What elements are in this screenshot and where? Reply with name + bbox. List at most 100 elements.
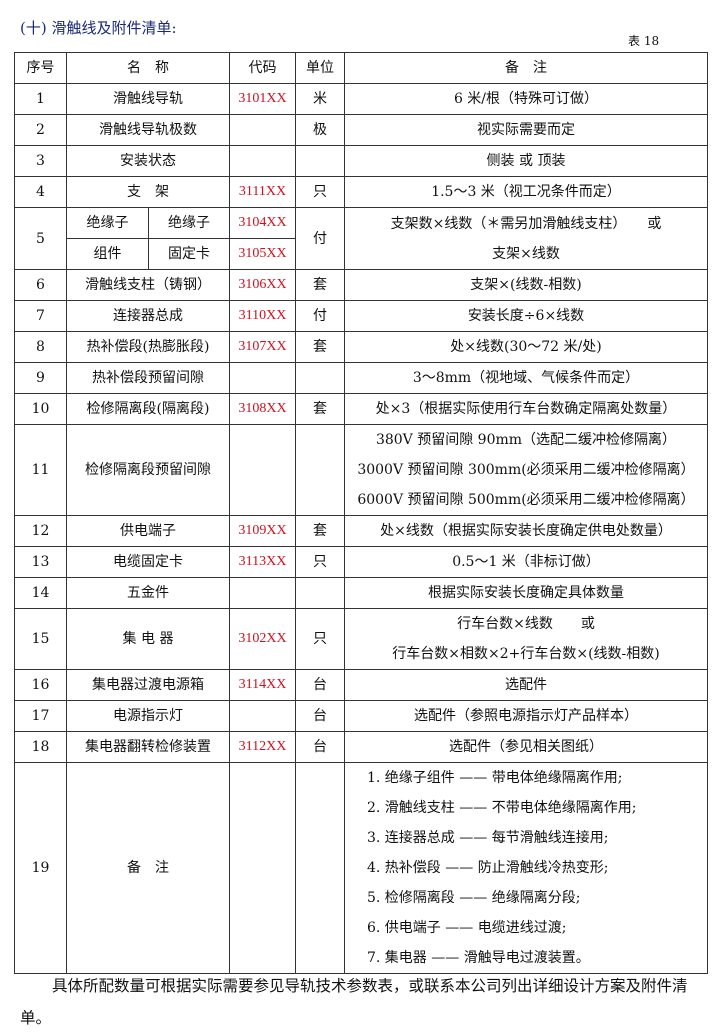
- row-unit: [295, 577, 345, 609]
- row-note: 处×3（根据实际使用行车台数确定隔离处数量）: [344, 393, 708, 425]
- note-line: 3～8mm（视地域、气候条件而定）: [412, 370, 640, 386]
- table-number: 表 18: [628, 34, 660, 48]
- note-line: 3. 连接器总成 —— 每节滑触线连接用;: [367, 830, 609, 846]
- row-unit: 米: [295, 83, 345, 115]
- row-no: 4: [14, 176, 67, 208]
- row-note: 支架数×线数（＊需另加滑触线支柱） 或支架×线数: [344, 207, 708, 270]
- table-row: 10 检修隔离段(隔离段) 3108XX 套 处×3（根据实际使用行车台数确定隔离处数量…: [14, 393, 708, 425]
- table-header: 序号 名 称 代码 单位 备 注: [14, 52, 708, 84]
- row-code: 3106XX: [229, 269, 296, 301]
- table-row: 14 五金件 根据实际安装长度确定具体数量: [14, 577, 708, 609]
- row-name: 集 电 器: [66, 608, 230, 670]
- row-name: 热补偿段(热膨胀段): [66, 331, 230, 363]
- note-line: 选配件（参照电源指示灯产品样本）: [414, 708, 638, 724]
- table-row-sub: 组件 固定卡 3105XX: [15, 238, 708, 270]
- row-name: 集电器过渡电源箱: [66, 669, 230, 701]
- table-row: 1 滑触线导轨 3101XX 米 6 米/根（特殊可订做）: [14, 83, 708, 115]
- note-line: 根据实际安装长度确定具体数量: [428, 585, 624, 601]
- row-no: 16: [14, 669, 67, 701]
- row-no: 9: [14, 362, 67, 394]
- row-note: 安装长度÷6×线数: [344, 300, 708, 332]
- row-unit: [295, 362, 345, 394]
- header-name: 名 称: [66, 52, 230, 84]
- row-note: 处×线数（根据实际安装长度确定供电处数量）: [344, 515, 708, 547]
- table-row: 19 备 注 1. 绝缘子组件 —— 带电体绝缘隔离作用; 2. 滑触线支柱 —— 不…: [14, 762, 708, 974]
- note-line: 安装长度÷6×线数: [467, 308, 585, 324]
- row-note: 6 米/根（特殊可订做）: [344, 83, 708, 115]
- table-row: 11 检修隔离段预留间隙 380V 预留间隙 90mm（选配二缓冲检修隔离） 3000…: [14, 424, 708, 516]
- header-note: 备 注: [344, 52, 708, 84]
- row-name: 支 架: [66, 176, 230, 208]
- row-code: [229, 114, 296, 146]
- header-unit: 单位: [295, 52, 345, 84]
- row-name: 检修隔离段预留间隙: [66, 424, 230, 516]
- row-name: 安装状态: [66, 145, 230, 177]
- row-name: 热补偿段预留间隙: [66, 362, 230, 394]
- note-line: 7. 集电器 —— 滑触导电过渡装置。: [367, 950, 590, 966]
- row-no: 12: [14, 515, 67, 547]
- row-note: 1.5～3 米（视工况条件而定）: [344, 176, 708, 208]
- table-row: 15 集 电 器 3102XX 只行车台数×线数 或行车台数×相数×2+行车台数×(线…: [14, 608, 708, 670]
- row-code: [229, 145, 296, 177]
- row-no: 5: [14, 207, 67, 270]
- row-code: 3105XX: [229, 238, 296, 270]
- row-no: 3: [14, 145, 67, 177]
- row-name: 集电器翻转检修装置: [66, 731, 230, 763]
- note-line: 处×3（根据实际使用行车台数确定隔离处数量）: [375, 401, 677, 417]
- table-row: 9 热补偿段预留间隙 3～8mm（视地域、气候条件而定）: [14, 362, 708, 394]
- row-name: 备 注: [66, 762, 230, 974]
- row-code: [229, 362, 296, 394]
- row-no: 7: [14, 300, 67, 332]
- row-no: 6: [14, 269, 67, 301]
- row-unit: 只: [295, 176, 345, 208]
- note-line: 侧装 或 顶装: [486, 153, 566, 169]
- row-unit: 付: [295, 300, 345, 332]
- row-note: 3～8mm（视地域、气候条件而定）: [344, 362, 708, 394]
- row-name: 连接器总成: [66, 300, 230, 332]
- row-unit: 套: [295, 393, 345, 425]
- note-line: 支架×线数: [492, 245, 560, 262]
- row-code: 3113XX: [229, 546, 296, 578]
- row-note: 380V 预留间隙 90mm（选配二缓冲检修隔离） 3000V 预留间隙 300m…: [344, 424, 708, 516]
- row-no: 19: [14, 762, 67, 974]
- row-note: 支架×(线数-相数): [344, 269, 708, 301]
- row-name: 滑触线支柱（铸钢）: [66, 269, 230, 301]
- row-unit: 付: [295, 207, 345, 270]
- table-row: 12 供电端子 3109XX 套 处×线数（根据实际安装长度确定供电处数量）: [14, 515, 708, 547]
- row-name: 固定卡: [148, 238, 230, 270]
- row-unit: 只: [295, 608, 345, 670]
- table-row: 7 连接器总成 3110XX 付 安装长度÷6×线数: [14, 300, 708, 332]
- row-code: [229, 424, 296, 516]
- row-no: 13: [14, 546, 67, 578]
- note-line: 380V 预留间隙 90mm（选配二缓冲检修隔离）: [375, 432, 677, 448]
- note-line: 处×线数（根据实际安装长度确定供电处数量）: [380, 523, 672, 539]
- row-name: 绝缘子: [148, 207, 230, 239]
- table-row: 8 热补偿段(热膨胀段) 3107XX 套 处×线数(30～72 米/处): [14, 331, 708, 363]
- row-unit: 台: [295, 669, 345, 701]
- row-name: 电缆固定卡: [66, 546, 230, 578]
- row-code: 3104XX: [229, 207, 296, 239]
- row-unit: [295, 762, 345, 974]
- row-unit: 套: [295, 515, 345, 547]
- row-no: 1: [14, 83, 67, 115]
- row-no: 14: [14, 577, 67, 609]
- note-line: 视实际需要而定: [477, 122, 575, 138]
- row-no: 8: [14, 331, 67, 363]
- row-code: 3111XX: [229, 176, 296, 208]
- row-note: 选配件: [344, 669, 708, 701]
- row-note: 根据实际安装长度确定具体数量: [344, 577, 708, 609]
- row-no: 18: [14, 731, 67, 763]
- row-no: 11: [14, 424, 67, 516]
- table-row: 2 滑触线导轨极数 极 视实际需要而定: [14, 114, 708, 146]
- note-line: 1.5～3 米（视工况条件而定）: [431, 184, 621, 200]
- table-row: 17 电源指示灯 台 选配件（参照电源指示灯产品样本）: [14, 700, 708, 732]
- row-unit: 只: [295, 546, 345, 578]
- group-name-1: 绝缘子: [66, 207, 149, 239]
- note-line: 2. 滑触线支柱 —— 不带电体绝缘隔离作用;: [367, 800, 637, 816]
- table-row: 16 集电器过渡电源箱 3114XX 台 选配件: [14, 669, 708, 701]
- note-line: 支架数×线数（＊需另加滑触线支柱） 或: [390, 215, 662, 232]
- row-code: 3109XX: [229, 515, 296, 547]
- row-unit: 套: [295, 331, 345, 363]
- row-unit: 极: [295, 114, 345, 146]
- row-no: 10: [14, 393, 67, 425]
